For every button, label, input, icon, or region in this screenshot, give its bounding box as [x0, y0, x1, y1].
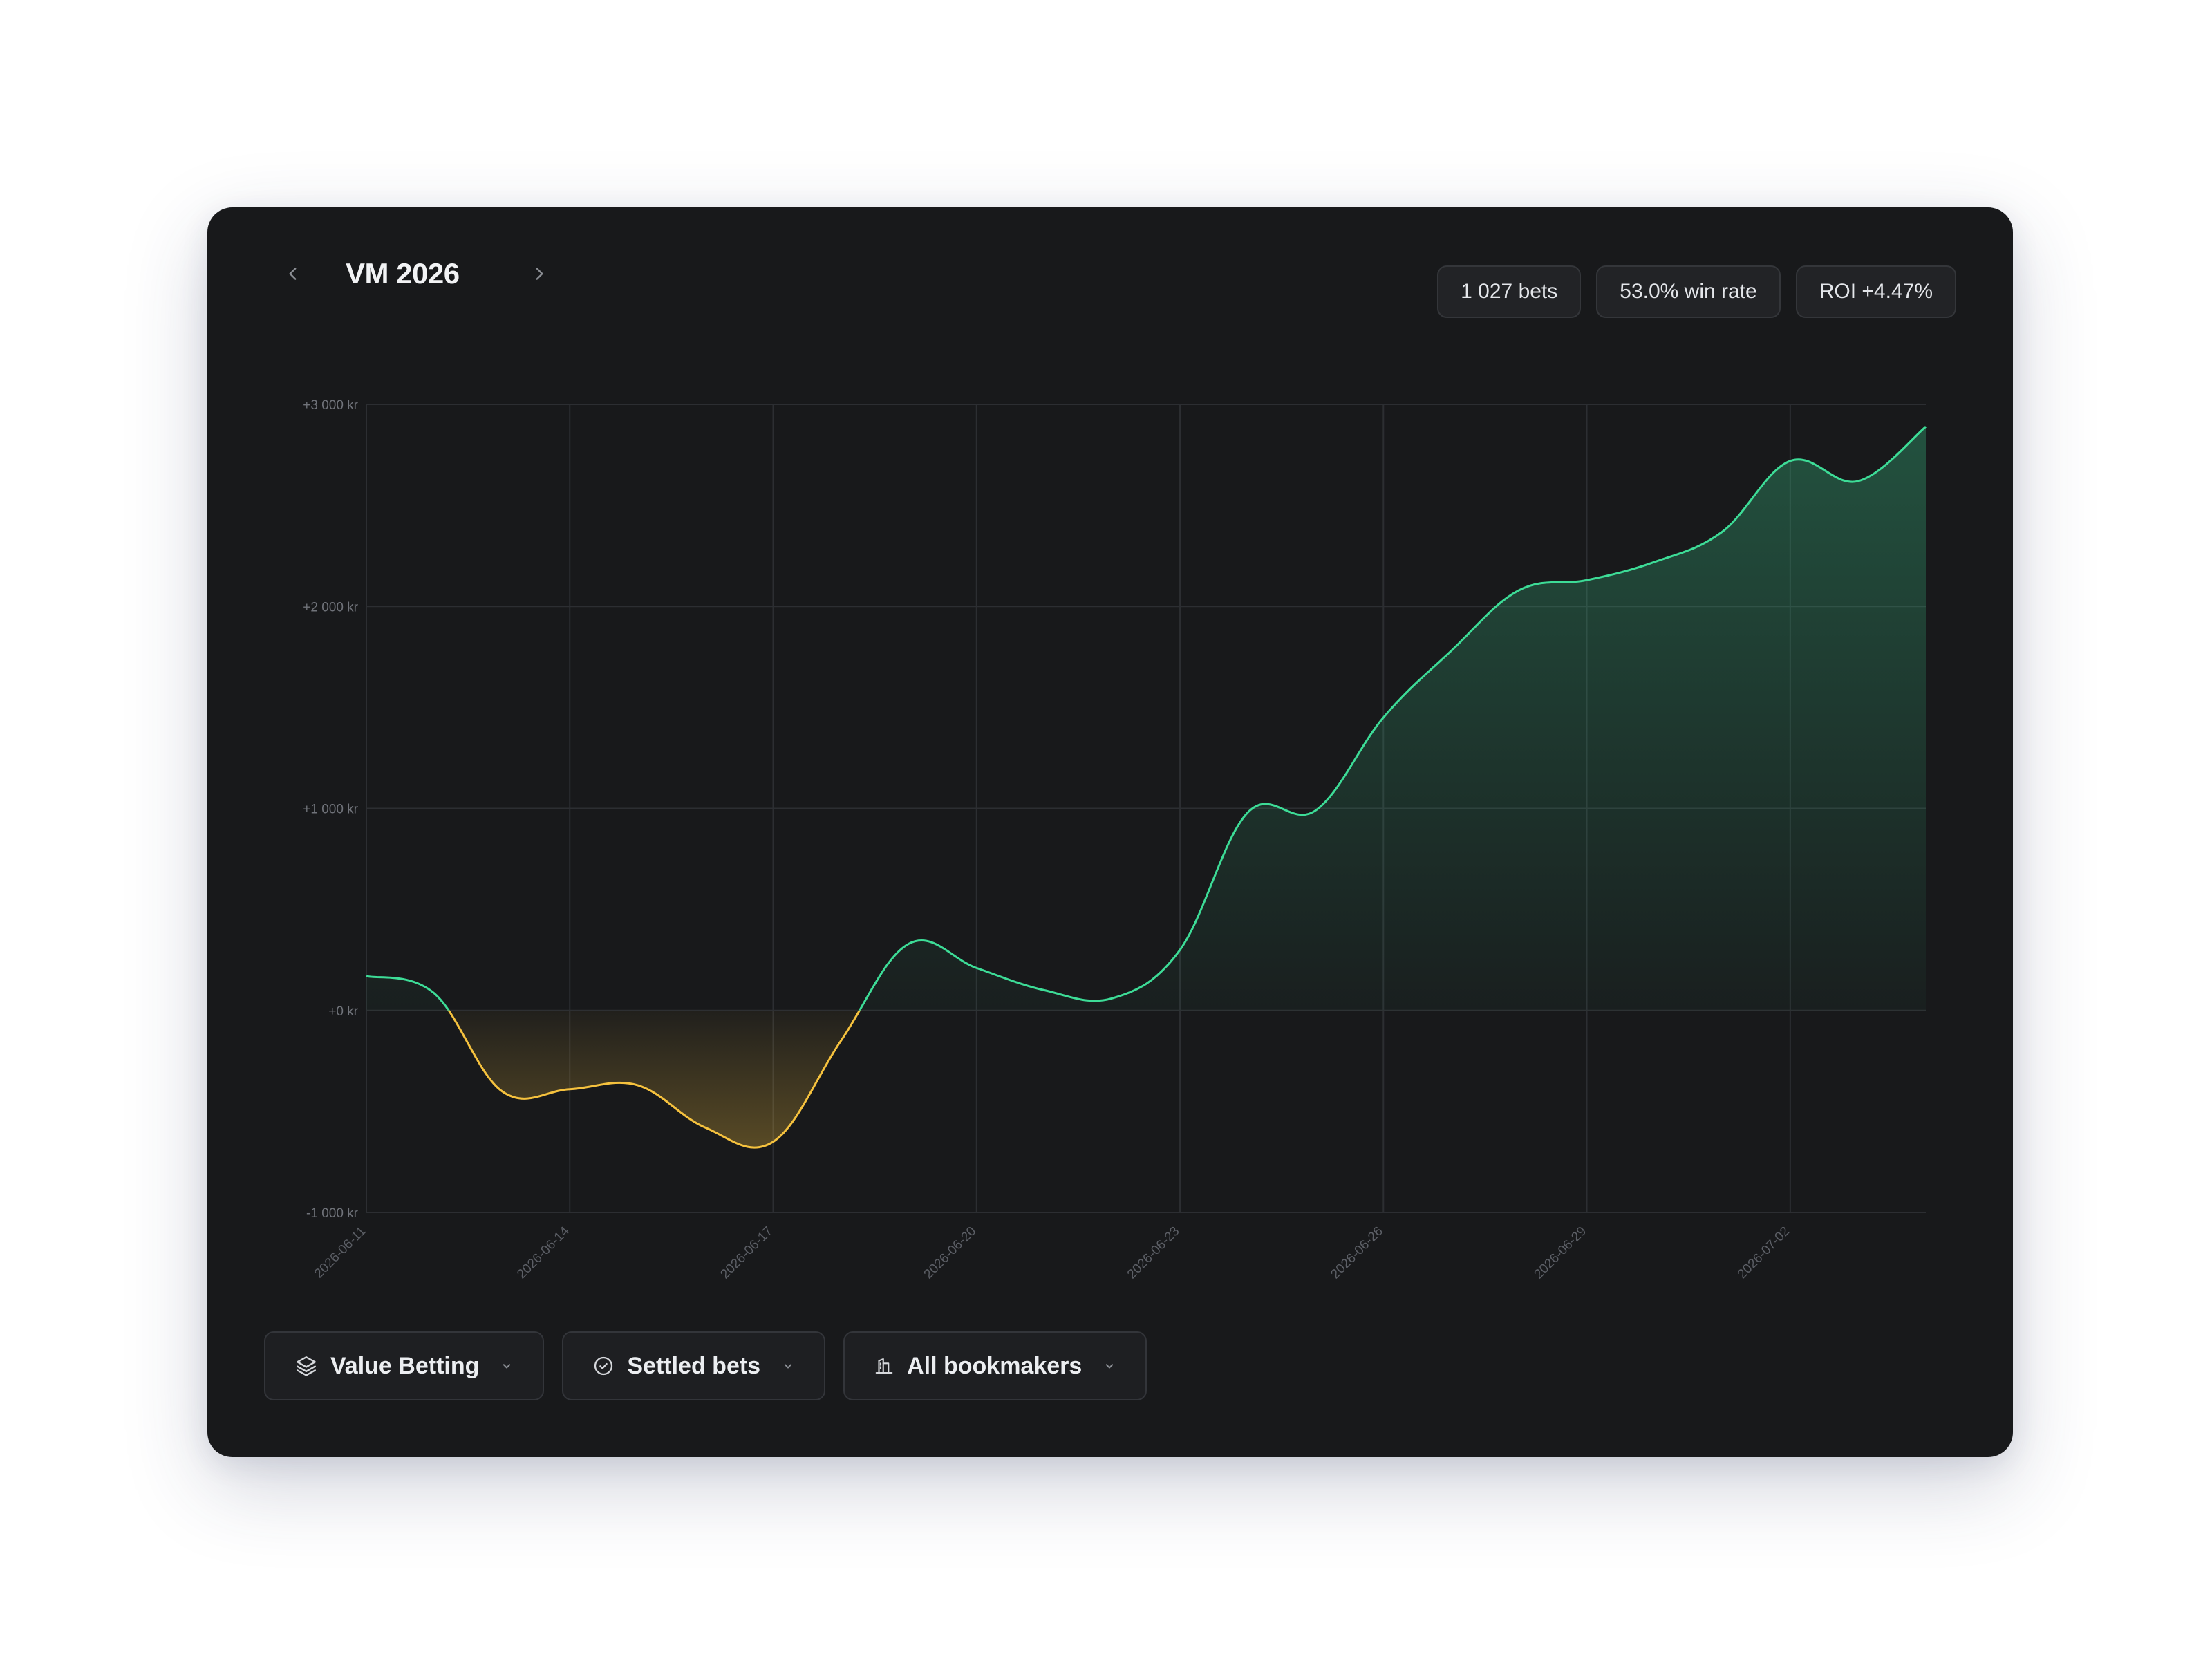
bets-count-badge: 1 027 bets [1437, 265, 1582, 318]
data-point [1788, 458, 1793, 464]
data-point [974, 965, 980, 971]
x-tick-label: 2026-06-26 [1328, 1224, 1386, 1282]
data-point [499, 1089, 505, 1094]
data-point [1380, 715, 1386, 720]
profit-area-positive [366, 427, 1926, 1011]
data-point [431, 991, 437, 996]
chevron-left-icon[interactable] [276, 257, 310, 290]
data-point [1109, 995, 1115, 1001]
data-point [1516, 588, 1521, 593]
x-tick-label: 2026-06-14 [514, 1224, 572, 1282]
chevron-down-icon [500, 1359, 514, 1373]
page-title: VM 2026 [346, 257, 460, 290]
profit-line-negative [447, 1010, 861, 1149]
data-point [1245, 809, 1250, 815]
filter-bar: Value Betting Settled bets All bookmaker… [264, 1331, 1147, 1400]
chevron-down-icon [1103, 1359, 1116, 1373]
x-tick-label: 2026-07-02 [1735, 1224, 1793, 1282]
strategy-filter-dropdown[interactable]: Value Betting [264, 1331, 545, 1400]
bank-icon [874, 1356, 894, 1376]
data-point [364, 973, 369, 979]
data-point [1720, 529, 1725, 534]
data-point [1923, 424, 1929, 429]
bookmaker-filter-label: All bookmakers [907, 1352, 1082, 1379]
x-tick-label: 2026-06-29 [1532, 1224, 1590, 1282]
data-point [1855, 478, 1861, 484]
y-tick-label: +1 000 kr [303, 803, 358, 817]
data-point [1177, 947, 1183, 953]
bookmaker-filter-dropdown[interactable]: All bookmakers [843, 1331, 1147, 1400]
chevron-right-icon[interactable] [523, 257, 556, 290]
x-tick-label: 2026-06-23 [1125, 1224, 1183, 1282]
data-point [771, 1139, 776, 1145]
layers-icon [294, 1354, 318, 1378]
status-filter-label: Settled bets [627, 1352, 761, 1379]
data-point [1042, 988, 1047, 993]
profit-chart: -1 000 kr +0 kr +1 000 kr +2 000 kr +3 000 k… [303, 398, 1929, 1282]
x-tick-label: 2026-06-11 [312, 1224, 369, 1282]
data-point [1448, 648, 1454, 654]
y-tick-label: +0 kr [328, 1004, 358, 1019]
data-point [906, 941, 912, 946]
data-point [635, 1082, 640, 1088]
strategy-filter-label: Value Betting [330, 1352, 480, 1379]
data-point [1652, 559, 1658, 565]
y-tick-label: +2 000 kr [303, 600, 358, 615]
check-circle-icon [592, 1355, 615, 1377]
data-point [838, 1038, 844, 1044]
data-point [567, 1087, 572, 1092]
profit-area-negative [366, 1010, 1926, 1148]
status-filter-dropdown[interactable]: Settled bets [562, 1331, 826, 1400]
chart-card: VM 2026 1 027 bets 53.0% win rate ROI +4… [207, 207, 2013, 1457]
roi-badge: ROI +4.47% [1795, 265, 1956, 318]
x-tick-label: 2026-06-17 [718, 1224, 776, 1282]
win-rate-badge: 53.0% win rate [1596, 265, 1781, 318]
stats-badges: 1 027 bets 53.0% win rate ROI +4.47% [1437, 265, 1956, 318]
x-tick-label: 2026-06-20 [921, 1224, 980, 1282]
chevron-down-icon [781, 1359, 795, 1373]
profit-line-positive [366, 425, 1927, 1011]
y-tick-label: -1 000 kr [306, 1206, 359, 1221]
data-point [702, 1125, 708, 1130]
data-point [1313, 807, 1318, 813]
data-point [1584, 577, 1590, 583]
y-tick-label: +3 000 kr [303, 398, 358, 413]
